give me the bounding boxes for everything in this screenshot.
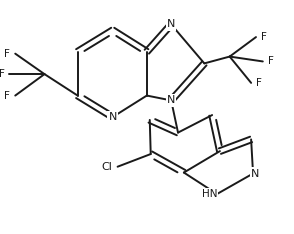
Text: Cl: Cl	[102, 162, 113, 172]
Text: F: F	[261, 32, 267, 42]
Text: N: N	[251, 168, 259, 179]
Text: N: N	[167, 19, 176, 29]
Text: F: F	[268, 56, 273, 66]
Text: HN: HN	[201, 189, 217, 199]
Text: N: N	[167, 95, 176, 106]
Text: F: F	[0, 69, 4, 79]
Text: F: F	[4, 49, 10, 59]
Text: F: F	[256, 78, 262, 88]
Text: N: N	[108, 112, 117, 122]
Text: F: F	[4, 91, 10, 101]
